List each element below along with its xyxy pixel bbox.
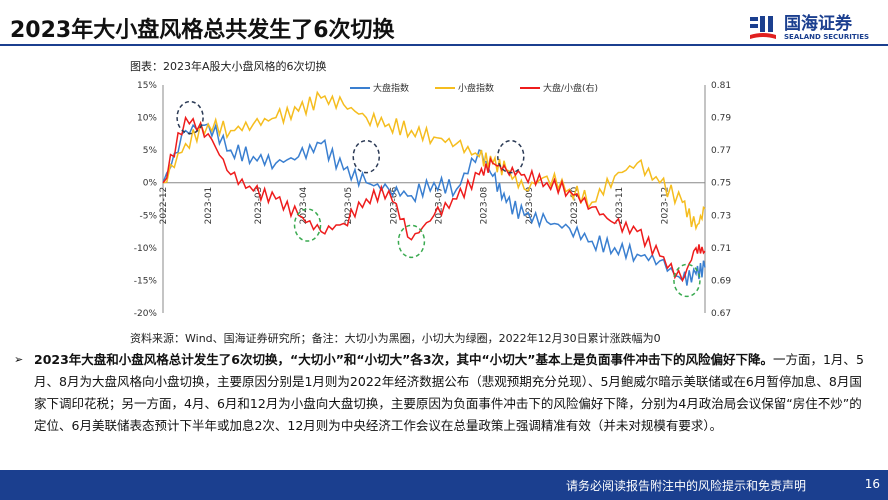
x-tick: 2023-06: [389, 186, 399, 224]
x-tick: 2022-12: [159, 187, 169, 225]
logo-cn: 国海证券: [784, 14, 852, 34]
switch-circle-dark: [497, 139, 525, 174]
footer: 请务必阅读报告附注中的风险提示和免责声明 16: [0, 470, 888, 500]
y-left-tick: -20%: [134, 309, 158, 319]
x-tick: 2023-09: [525, 186, 535, 224]
x-tick: 2023-05: [344, 187, 354, 225]
switch-circle-dark: [352, 139, 380, 174]
chart: 15% 10% 5% 0% -5% -10% -15% -20% 0.81 0.79 0.77 0.7…: [134, 81, 732, 319]
x-tick: 2023-07: [435, 187, 445, 225]
x-tick: 2023-12: [660, 187, 670, 225]
legend-label: 大盘/小盘(右): [543, 82, 598, 94]
sealand-logo-icon: [750, 16, 776, 39]
body-detail: 一方面，1月、5月、8月为大盘风格向小盘切换，主要原因分别是1月则为2022年经…: [34, 352, 864, 433]
y-right-tick: 0.67: [711, 309, 731, 319]
x-tick: 2023-11: [615, 187, 625, 225]
bullet-arrow-icon: ➢: [14, 353, 24, 366]
x-tick: 2023-04: [299, 186, 309, 224]
y-right-tick: 0.69: [711, 276, 731, 286]
x-tick: 2023-08: [480, 186, 490, 224]
logo: 国海证券 SEALAND SECURITIES: [748, 14, 869, 42]
y-left-tick: -10%: [134, 244, 158, 254]
legend-label: 大盘指数: [373, 82, 409, 94]
series-line-0: [162, 122, 706, 286]
y-right-tick: 0.77: [711, 146, 731, 156]
x-tick: 2023-10: [570, 186, 580, 224]
y-right-tick: 0.73: [711, 211, 731, 221]
series-line-2: [162, 115, 706, 283]
body-bold: 2023年大盘和小盘风格总计发生了6次切换，“大切小”和“小切大”各3次，其中“…: [34, 352, 773, 367]
switch-circle-green: [397, 224, 426, 259]
y-right-tick: 0.71: [711, 244, 731, 254]
switch-circle-green: [293, 208, 322, 242]
y-left-tick: -5%: [139, 211, 157, 221]
series-line-1: [162, 90, 706, 232]
x-tick: 2023-01: [204, 187, 214, 225]
y-left-tick: -15%: [134, 276, 158, 286]
legend-label: 小盘指数: [458, 82, 494, 94]
page-title: 2023年大小盘风格总共发生了6次切换: [10, 18, 395, 43]
title-divider: [0, 44, 888, 46]
x-tick: 2023-03: [254, 187, 264, 225]
y-left-tick: 0%: [143, 179, 158, 189]
chart-title: 图表：2023年A股大小盘风格的6次切换: [130, 60, 327, 73]
logo-en: SEALAND SECURITIES: [784, 33, 870, 41]
y-right-tick: 0.79: [711, 114, 731, 124]
y-left-tick: 15%: [137, 81, 157, 91]
y-right-tick: 0.75: [711, 179, 731, 189]
y-left-tick: 10%: [137, 114, 157, 124]
body-text: ➢ 2023年大盘和小盘风格总计发生了6次切换，“大切小”和“小切大”各3次，其…: [14, 349, 874, 437]
page-number: 16: [864, 477, 880, 491]
switch-circle-green: [673, 263, 701, 298]
y-right-tick: 0.81: [711, 81, 731, 91]
disclaimer: 请务必阅读报告附注中的风险提示和免责声明: [566, 479, 807, 493]
y-left-tick: 5%: [143, 146, 158, 156]
chart-source: 资料来源：Wind、国海证券研究所；备注：大切小为黑圈，小切大为绿圈，2022年…: [130, 332, 661, 345]
